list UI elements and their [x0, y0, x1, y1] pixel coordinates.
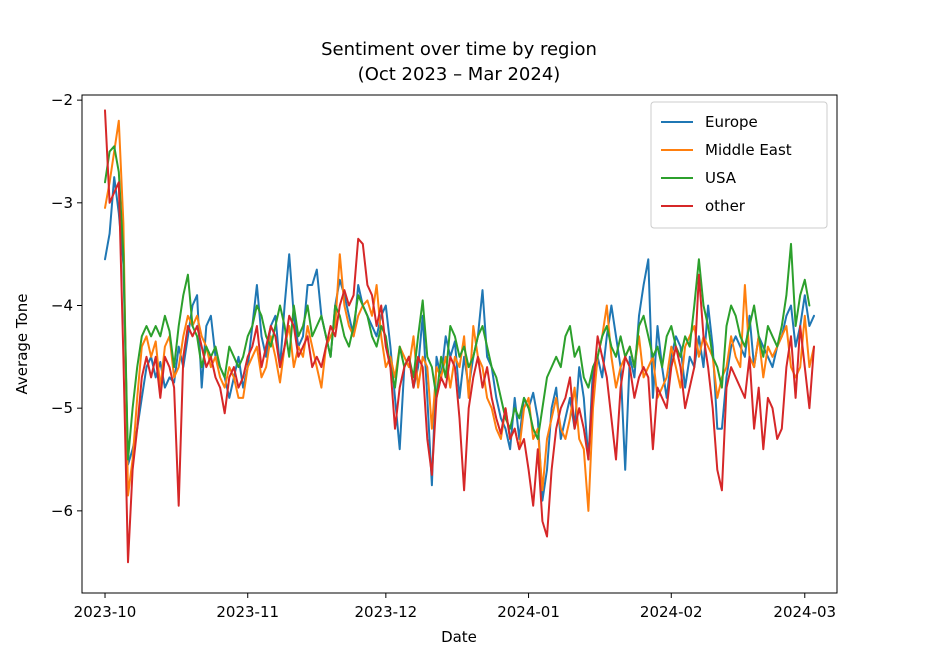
- x-tick-label: 2024-01: [497, 603, 560, 621]
- plot-frame: [81, 94, 838, 594]
- x-tick-label: 2024-03: [773, 603, 836, 621]
- series-line-other: [104, 109, 815, 564]
- y-tick-label: −6: [51, 502, 73, 520]
- x-tick-label: 2023-12: [354, 603, 417, 621]
- legend-label: Middle East: [705, 141, 792, 159]
- y-axis-label: Average Tone: [13, 294, 31, 395]
- legend: Europe Middle East USA other: [650, 101, 828, 229]
- legend-label: Europe: [705, 113, 758, 131]
- chart-title: Sentiment over time by region: [321, 39, 597, 60]
- ticks-layer: 2023-10 2023-11 2023-12 2024-01 2024-02 2024-…: [51, 91, 836, 621]
- x-tick-label: 2023-11: [216, 603, 279, 621]
- series-layer: [104, 109, 815, 564]
- y-tick-label: −4: [51, 296, 73, 314]
- chart-subtitle: (Oct 2023 – Mar 2024): [358, 64, 561, 85]
- x-tick-label: 2024-02: [640, 603, 703, 621]
- y-tick-label: −3: [51, 194, 73, 212]
- y-tick-label: −5: [51, 399, 73, 417]
- series-line-usa: [104, 145, 811, 461]
- x-axis-label: Date: [441, 628, 477, 646]
- y-tick-label: −2: [51, 91, 73, 109]
- x-tick-label: 2023-10: [74, 603, 137, 621]
- legend-label: USA: [705, 169, 737, 187]
- legend-box: [650, 101, 828, 229]
- legend-label: other: [705, 197, 746, 215]
